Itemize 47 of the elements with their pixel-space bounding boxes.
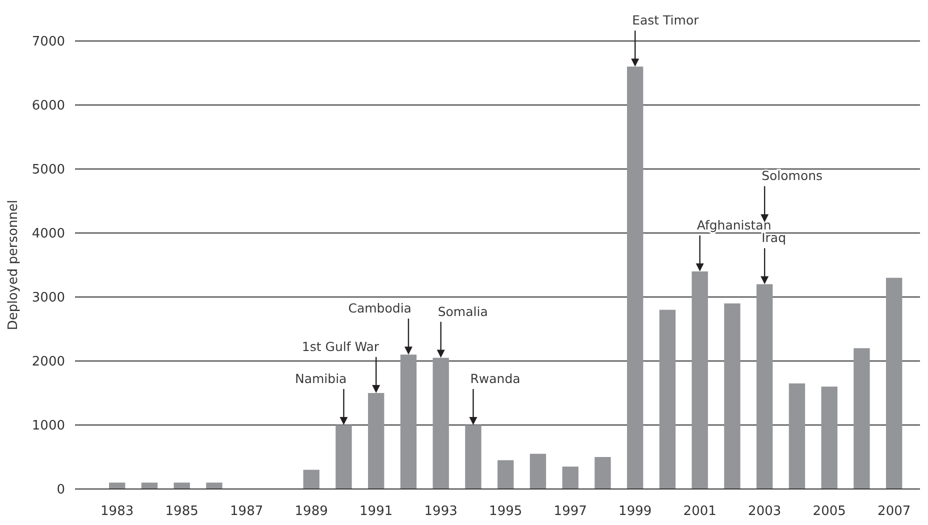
y-tick-label: 4000 <box>32 226 65 242</box>
bar <box>886 278 902 489</box>
bar <box>562 466 578 489</box>
y-axis-title: Deployed personnel <box>6 200 21 330</box>
bar <box>788 383 806 489</box>
y-tick-label: 0 <box>56 482 65 498</box>
annotation: 1st Gulf War <box>302 339 380 354</box>
x-tick-label: 2007 <box>878 504 911 519</box>
bar <box>498 460 514 489</box>
bar <box>108 482 126 489</box>
bar <box>659 310 676 489</box>
y-tick-label: 6000 <box>32 98 65 114</box>
annotation: Cambodia <box>348 300 412 316</box>
x-tick-label: 1995 <box>489 504 522 519</box>
x-tick-label: 1997 <box>554 504 587 519</box>
bar <box>530 454 546 489</box>
annotation: Solomons <box>762 168 823 184</box>
y-tick-label: 7000 <box>32 34 65 50</box>
annotation: Somalia <box>438 304 488 319</box>
bar <box>854 348 870 489</box>
annotation: Iraq <box>762 230 786 246</box>
y-tick-label: 5000 <box>32 162 65 178</box>
bar <box>724 303 740 489</box>
annotation: East Timor <box>632 12 700 28</box>
bar <box>174 482 190 489</box>
x-tick-label: 1999 <box>618 504 652 519</box>
x-tick-label: 1989 <box>294 504 328 519</box>
y-tick-label: 3000 <box>32 290 65 306</box>
bar <box>594 457 611 489</box>
bar <box>303 470 320 489</box>
annotation: Afghanistan <box>696 217 772 232</box>
y-tick-label: 1000 <box>32 418 65 434</box>
x-tick-label: 2005 <box>812 504 846 519</box>
x-tick-label: 1985 <box>165 504 198 519</box>
x-tick-label: 2003 <box>748 504 782 519</box>
y-tick-label: 2000 <box>32 354 65 370</box>
x-tick-label: 1993 <box>424 504 458 519</box>
annotation: Rwanda <box>470 371 520 386</box>
bar <box>141 482 158 489</box>
annotation: Namibia <box>294 371 347 386</box>
bar <box>206 482 222 489</box>
x-tick-label: 1987 <box>230 504 264 519</box>
bar <box>821 386 838 489</box>
x-tick-label: 1991 <box>360 504 393 519</box>
x-tick-label: 1983 <box>100 504 134 519</box>
x-tick-label: 2001 <box>683 504 716 519</box>
bar <box>400 354 417 489</box>
